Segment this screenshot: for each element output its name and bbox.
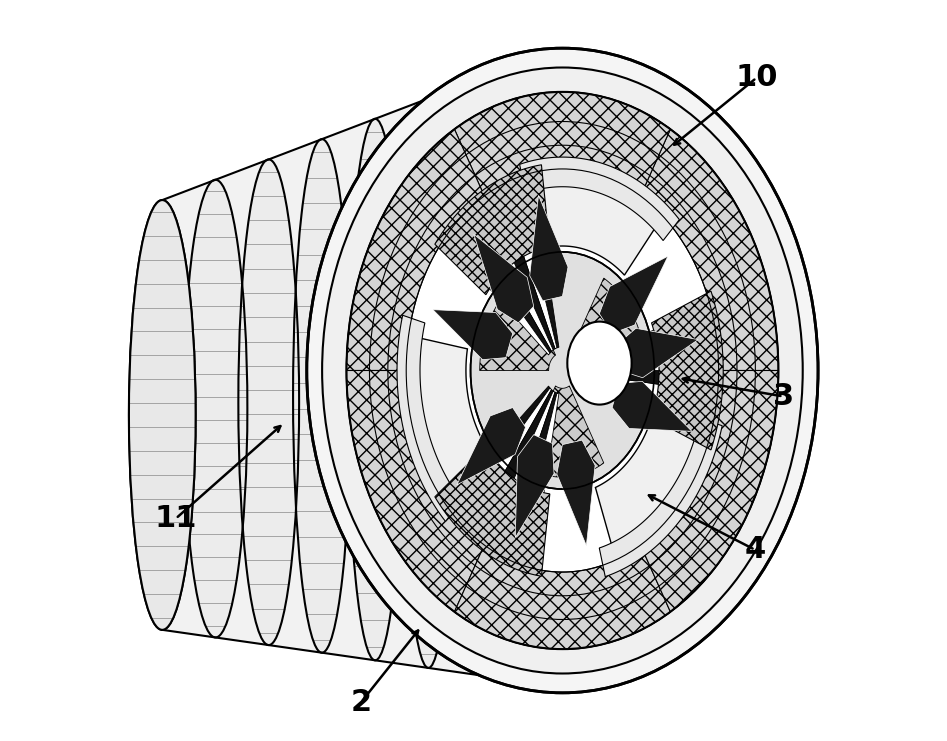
Polygon shape (456, 408, 526, 485)
Polygon shape (640, 370, 778, 612)
Polygon shape (455, 545, 670, 649)
Ellipse shape (457, 78, 506, 676)
Polygon shape (557, 440, 595, 545)
Text: 11: 11 (154, 504, 197, 534)
Polygon shape (581, 370, 659, 385)
Ellipse shape (129, 200, 196, 630)
Polygon shape (569, 278, 645, 370)
Polygon shape (652, 291, 724, 450)
Polygon shape (347, 129, 484, 370)
Polygon shape (581, 373, 658, 398)
Text: 10: 10 (735, 63, 777, 93)
Polygon shape (506, 390, 553, 478)
Polygon shape (347, 370, 484, 612)
Polygon shape (515, 435, 554, 538)
Ellipse shape (129, 200, 196, 630)
Polygon shape (402, 334, 489, 504)
Text: 2: 2 (350, 688, 371, 717)
Polygon shape (397, 315, 462, 522)
Polygon shape (524, 392, 557, 489)
Polygon shape (534, 248, 559, 348)
Ellipse shape (347, 92, 778, 649)
Polygon shape (506, 263, 553, 351)
Polygon shape (514, 391, 555, 485)
Polygon shape (433, 310, 512, 359)
Polygon shape (521, 386, 604, 477)
Polygon shape (435, 446, 550, 576)
Polygon shape (497, 270, 551, 353)
Ellipse shape (322, 67, 803, 674)
Ellipse shape (239, 159, 299, 645)
Polygon shape (581, 343, 658, 368)
Polygon shape (490, 279, 550, 355)
Polygon shape (455, 92, 670, 196)
Polygon shape (616, 328, 698, 378)
Polygon shape (580, 330, 656, 365)
Polygon shape (534, 163, 666, 275)
Polygon shape (524, 252, 557, 349)
Polygon shape (529, 196, 568, 301)
Polygon shape (520, 157, 679, 241)
Polygon shape (612, 382, 692, 431)
Ellipse shape (402, 99, 455, 668)
Polygon shape (490, 386, 550, 462)
Ellipse shape (512, 58, 558, 683)
Ellipse shape (348, 119, 402, 660)
Ellipse shape (184, 180, 247, 637)
Polygon shape (599, 418, 723, 576)
Text: 4: 4 (744, 535, 766, 565)
Polygon shape (581, 356, 659, 370)
Polygon shape (497, 388, 551, 471)
Text: 3: 3 (773, 382, 794, 411)
Polygon shape (162, 58, 535, 683)
Polygon shape (640, 129, 778, 370)
Polygon shape (514, 256, 555, 350)
Polygon shape (480, 278, 556, 370)
Ellipse shape (293, 139, 350, 653)
Ellipse shape (307, 48, 818, 693)
Polygon shape (596, 413, 713, 565)
Ellipse shape (567, 322, 632, 405)
Polygon shape (599, 256, 668, 333)
Polygon shape (580, 376, 656, 411)
Polygon shape (435, 165, 550, 295)
Polygon shape (534, 393, 559, 493)
Ellipse shape (471, 252, 654, 489)
Polygon shape (474, 234, 534, 323)
